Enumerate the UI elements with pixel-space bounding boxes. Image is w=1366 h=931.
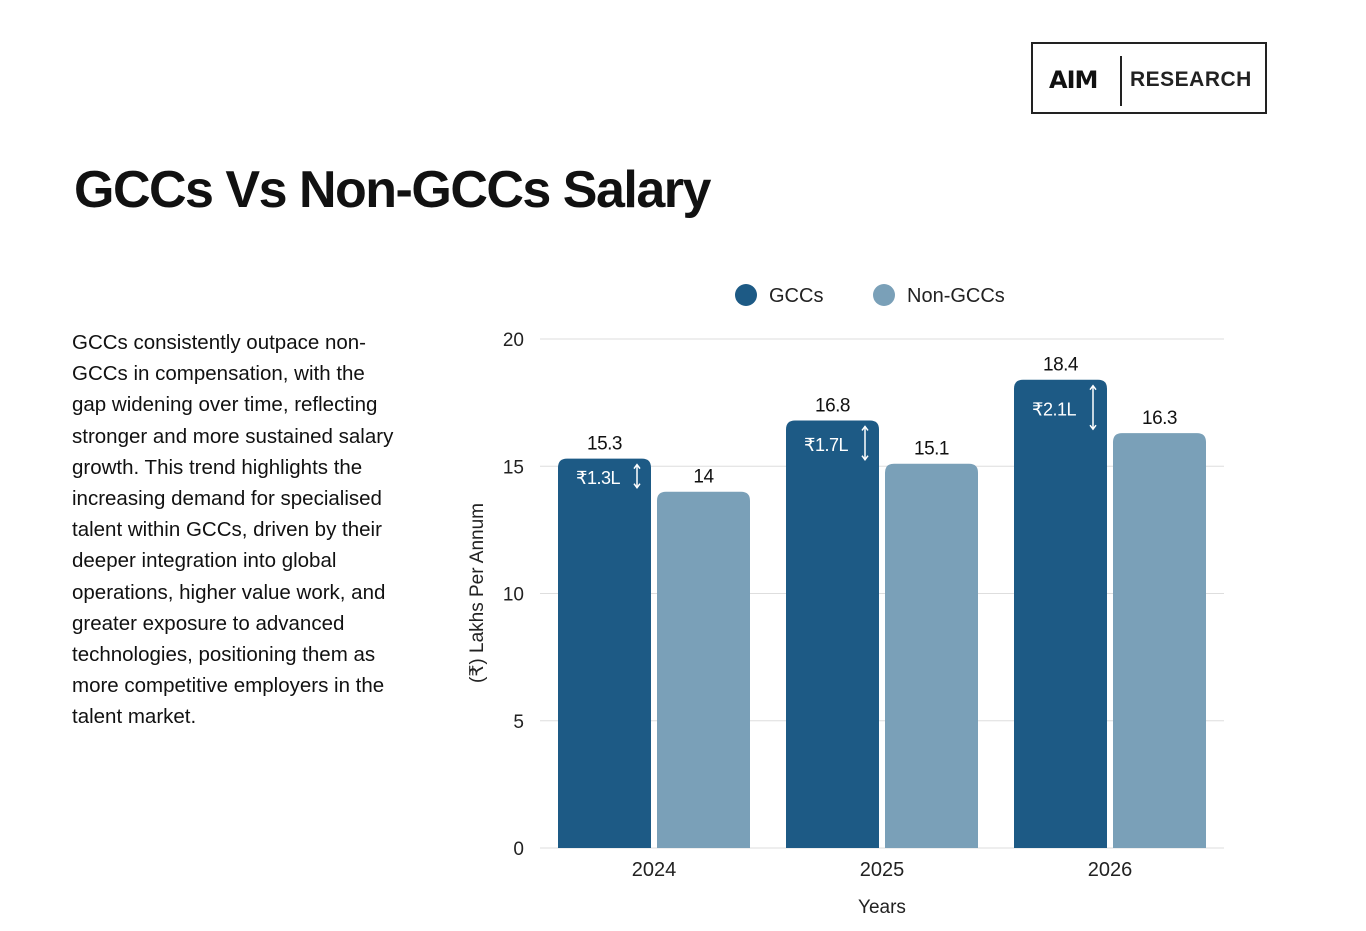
data-label: 16.8 — [815, 395, 850, 416]
y-tick-label: 10 — [503, 585, 524, 606]
bar-non-gccs — [657, 491, 750, 848]
data-label: 15.3 — [587, 434, 622, 455]
logo-divider — [1120, 56, 1122, 106]
arrow-heads-icon — [1089, 384, 1097, 431]
data-label: 15.1 — [914, 439, 949, 460]
arrow-heads-icon — [633, 463, 641, 489]
y-tick-label: 20 — [503, 330, 524, 351]
bar-non-gccs — [885, 463, 978, 848]
legend-label: Non-GCCs — [907, 285, 1005, 307]
bar-gccs — [786, 420, 879, 848]
y-tick-label: 0 — [513, 839, 524, 860]
x-tick-label: 2024 — [632, 859, 677, 881]
gap-annotation: ₹1.7L — [804, 435, 848, 455]
gap-annotation: ₹2.1L — [1032, 399, 1076, 419]
aim-research-logo: AIM RESEARCH — [1031, 42, 1267, 114]
data-label: 16.3 — [1142, 408, 1177, 429]
legend-marker-gccs — [735, 284, 757, 306]
bar-gccs — [1014, 379, 1107, 848]
y-tick-label: 15 — [503, 457, 524, 478]
x-axis-label: Years — [858, 897, 906, 918]
bar-gccs — [558, 458, 651, 848]
y-tick-label: 5 — [513, 712, 524, 733]
legend-marker-non-gccs — [873, 284, 895, 306]
bar-non-gccs — [1113, 433, 1206, 848]
gap-annotation: ₹1.3L — [576, 468, 620, 488]
data-label: 14 — [693, 467, 714, 488]
aim-logo-mark: AIM — [1049, 66, 1098, 94]
description-text: GCCs consistently outpace non-GCCs in co… — [72, 331, 394, 729]
data-label: 18.4 — [1043, 355, 1079, 376]
arrow-heads-icon — [861, 425, 869, 461]
logo-text: RESEARCH — [1130, 68, 1252, 91]
y-axis-label: (₹) Lakhs Per Annum — [467, 503, 488, 683]
chart-title: GCCs Vs Non-GCCs Salary — [74, 161, 711, 219]
x-tick-label: 2025 — [860, 859, 905, 881]
x-tick-label: 2026 — [1088, 859, 1133, 881]
legend-label: GCCs — [769, 285, 823, 307]
